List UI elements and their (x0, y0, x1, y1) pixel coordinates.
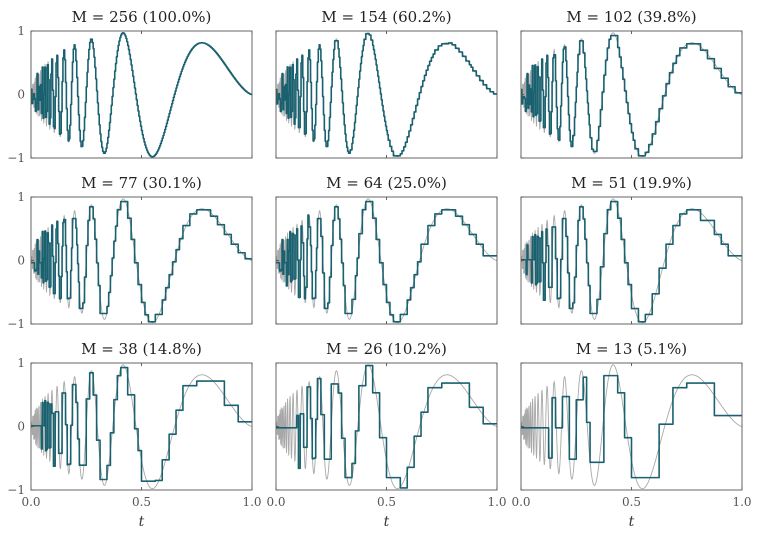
y-tick-label: 1 (17, 190, 25, 204)
approximation-line (521, 374, 742, 479)
y-tick-label: −1 (7, 317, 25, 331)
panel-title: M = 102 (39.8%) (566, 8, 696, 26)
x-axis-label: t (139, 514, 145, 530)
panel-title: M = 51 (19.9%) (571, 174, 692, 192)
y-tick-label: −1 (7, 483, 25, 497)
approximation-line (521, 34, 742, 157)
approximation-line (276, 200, 497, 323)
panel-8: M = 26 (10.2%) 0.0 0.5 1.0 t (266, 340, 506, 530)
approximation-line (276, 364, 497, 489)
panel-title: M = 154 (60.2%) (321, 8, 451, 26)
approximation-line (276, 32, 497, 157)
panel-title: M = 26 (10.2%) (326, 340, 447, 358)
y-tick-label: 0 (17, 420, 25, 434)
panel-2: M = 154 (60.2%) (275, 8, 498, 159)
x-tick-label: 1.0 (487, 495, 506, 509)
panel-title: M = 256 (100.0%) (72, 8, 212, 26)
y-tick-label: 1 (17, 24, 25, 38)
y-tick-label: 0 (17, 88, 25, 102)
panel-title: M = 77 (30.1%) (81, 174, 202, 192)
panel-4: M = 77 (30.1%) 1 0 −1 (7, 174, 253, 331)
x-tick-label: 0.0 (21, 495, 40, 509)
y-tick-label: 1 (17, 356, 25, 370)
x-tick-label: 0.5 (132, 495, 151, 509)
x-axis-label: t (384, 514, 390, 530)
approximation-line (31, 200, 252, 323)
panel-title: M = 64 (25.0%) (326, 174, 447, 192)
y-tick-label: −1 (7, 151, 25, 165)
approximation-line (31, 366, 252, 482)
original-signal-line (520, 32, 743, 158)
x-axis-label: t (629, 514, 635, 530)
panel-5: M = 64 (25.0%) (275, 174, 498, 325)
x-tick-label: 1.0 (242, 495, 261, 509)
panel-title: M = 38 (14.8%) (81, 340, 202, 358)
x-tick-label: 0.0 (511, 495, 530, 509)
panel-9: M = 13 (5.1%) 0.0 0.5 1.0 t (511, 340, 751, 530)
x-tick-label: 0.5 (622, 495, 641, 509)
y-tick-label: 0 (17, 254, 25, 268)
x-tick-label: 0.0 (266, 495, 285, 509)
approximation-line (521, 200, 742, 323)
panel-title: M = 13 (5.1%) (576, 340, 687, 358)
x-tick-label: 0.5 (377, 495, 396, 509)
original-signal-line (30, 198, 253, 324)
panel-3: M = 102 (39.8%) (520, 8, 743, 159)
panel-6: M = 51 (19.9%) (520, 174, 743, 325)
approximation-line (31, 32, 252, 158)
panel-1: M = 256 (100.0%) 1 0 −1 (7, 8, 253, 165)
panel-7: M = 38 (14.8%) 1 0 −10.0 0.5 1.0 t (7, 340, 261, 530)
x-tick-label: 1.0 (732, 495, 751, 509)
